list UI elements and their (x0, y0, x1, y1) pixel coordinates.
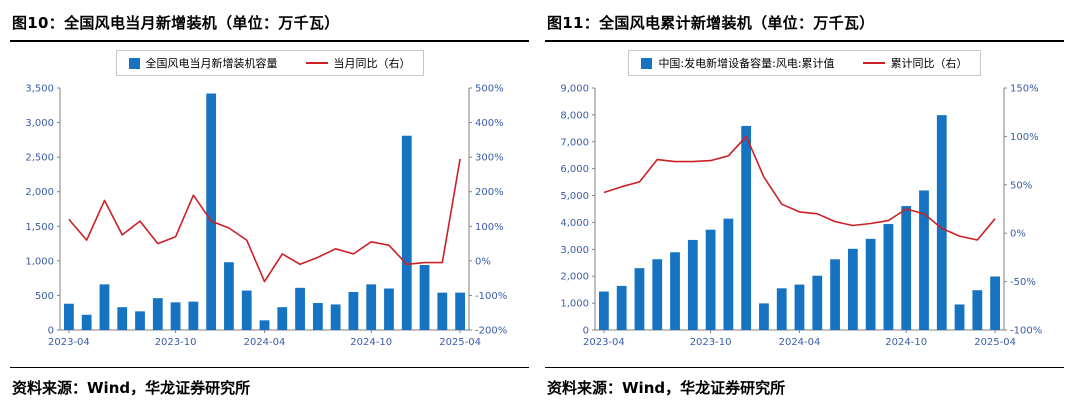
svg-text:2024-04: 2024-04 (779, 337, 821, 348)
svg-text:1,500: 1,500 (25, 222, 54, 233)
fig11-line-series-label: 累计同比（右） (890, 57, 968, 70)
svg-text:0%: 0% (475, 256, 491, 267)
svg-text:100%: 100% (1010, 132, 1039, 143)
fig10-source-note: 资料来源：Wind，华龙证券研究所 (10, 367, 529, 404)
fig10-legend-bar-item: 全国风电当月新增装机容量 (128, 55, 278, 71)
svg-text:1,000: 1,000 (560, 299, 589, 310)
svg-text:150%: 150% (1010, 84, 1039, 95)
svg-text:5,000: 5,000 (560, 191, 589, 202)
svg-text:500%: 500% (475, 84, 504, 95)
svg-text:0: 0 (48, 326, 54, 337)
fig10-legend-line-item: 当月同比（右） (305, 55, 411, 71)
fig10-chart-area: 全国风电当月新增装机容量 当月同比（右） 0 500 1,000 1,500 2,000… (10, 42, 529, 358)
svg-text:-200%: -200% (475, 326, 507, 337)
fig10-legend: 全国风电当月新增装机容量 当月同比（右） (115, 50, 424, 76)
svg-text:3,000: 3,000 (25, 118, 54, 129)
svg-text:2024-10: 2024-10 (350, 337, 392, 348)
svg-text:7,000: 7,000 (560, 137, 589, 148)
bar-series-swatch-icon (641, 57, 653, 69)
svg-text:2024-10: 2024-10 (885, 337, 927, 348)
svg-text:2,000: 2,000 (560, 272, 589, 283)
svg-text:2023-10: 2023-10 (690, 337, 732, 348)
svg-text:2023-10: 2023-10 (155, 337, 197, 348)
fig11-legend: 中国:发电新增设备容量:风电:累计值 累计同比（右） (628, 50, 981, 76)
svg-text:400%: 400% (475, 118, 504, 129)
fig11-chart-area: 中国:发电新增设备容量:风电:累计值 累计同比（右） 0 1,000 2,000 3,… (545, 42, 1064, 358)
fig11-legend-line-item: 累计同比（右） (862, 55, 968, 71)
svg-text:2025-04: 2025-04 (974, 337, 1016, 348)
svg-text:200%: 200% (475, 187, 504, 198)
fig10-line-series-label: 当月同比（右） (333, 57, 411, 70)
svg-text:6,000: 6,000 (560, 164, 589, 175)
svg-text:2023-04: 2023-04 (583, 337, 625, 348)
fig11-plot: 0 1,000 2,000 3,000 4,000 5,000 6,000 7,000 8,00… (545, 78, 1064, 358)
fig11-canvas: 0 1,000 2,000 3,000 4,000 5,000 6,000 7,000 8,00… (560, 84, 1042, 349)
fig10-bar-series-label: 全国风电当月新增装机容量 (145, 57, 278, 70)
line-series-swatch-icon (305, 62, 328, 64)
svg-text:-100%: -100% (475, 291, 507, 302)
svg-text:300%: 300% (475, 153, 504, 164)
svg-text:0: 0 (583, 326, 589, 337)
fig10-plot: 0 500 1,000 1,500 2,000 2,500 3,000 3,500 -200% -… (10, 78, 529, 358)
svg-text:500: 500 (35, 291, 54, 302)
fig10-canvas: 0 500 1,000 1,500 2,000 2,500 3,000 3,500 -200% -… (25, 84, 507, 349)
fig11-source-note: 资料来源：Wind，华龙证券研究所 (545, 367, 1064, 404)
fig11-title: 图11：全国风电累计新增装机（单位：万千瓦） (545, 4, 1064, 42)
svg-text:2025-04: 2025-04 (439, 337, 481, 348)
svg-text:3,000: 3,000 (560, 245, 589, 256)
fig11-legend-bar-item: 中国:发电新增设备容量:风电:累计值 (641, 55, 835, 71)
line-series-swatch-icon (862, 62, 885, 64)
bar-series-swatch-icon (128, 57, 140, 69)
svg-text:4,000: 4,000 (560, 218, 589, 229)
svg-text:9,000: 9,000 (560, 84, 589, 95)
svg-text:2,000: 2,000 (25, 187, 54, 198)
svg-text:2,500: 2,500 (25, 153, 54, 164)
svg-text:1,000: 1,000 (25, 256, 54, 267)
svg-text:-100%: -100% (1010, 326, 1042, 337)
fig10-title: 图10：全国风电当月新增装机（单位：万千瓦） (10, 4, 529, 42)
svg-text:3,500: 3,500 (25, 84, 54, 95)
svg-text:50%: 50% (1010, 180, 1032, 191)
svg-text:100%: 100% (475, 222, 504, 233)
fig11-bar-series-label: 中国:发电新增设备容量:风电:累计值 (658, 57, 835, 70)
svg-text:-50%: -50% (1010, 277, 1036, 288)
svg-text:8,000: 8,000 (560, 110, 589, 121)
svg-text:2024-04: 2024-04 (244, 337, 286, 348)
svg-text:2023-04: 2023-04 (48, 337, 90, 348)
svg-text:0%: 0% (1010, 229, 1026, 240)
panel-fig10: 图10：全国风电当月新增装机（单位：万千瓦） 全国风电当月新增装机容量 当月同比… (10, 4, 529, 404)
panel-fig11: 图11：全国风电累计新增装机（单位：万千瓦） 中国:发电新增设备容量:风电:累计… (545, 4, 1064, 404)
